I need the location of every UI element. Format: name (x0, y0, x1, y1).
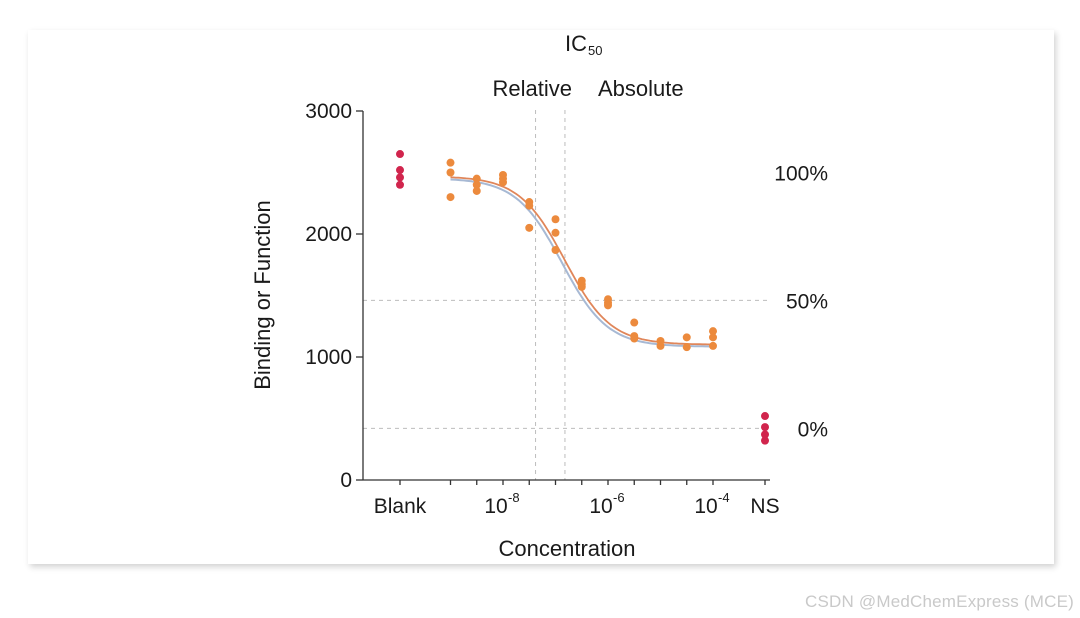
data-point (446, 193, 455, 202)
fit-curve-secondary (450, 178, 713, 348)
x-tick-label: 10 (694, 495, 717, 518)
right-axis-label: 0% (798, 418, 828, 441)
y-tick-label: 1000 (305, 346, 352, 369)
data-point (761, 436, 769, 445)
fit-curve (450, 176, 713, 348)
data-point (630, 318, 639, 327)
y-tick-label: 2000 (305, 223, 352, 246)
data-point (472, 180, 481, 189)
data-point (396, 173, 404, 182)
x-tick-label: 10 (484, 495, 507, 518)
axes (356, 110, 770, 485)
absolute-label: Absolute (598, 76, 684, 101)
right-axis-label: 100% (774, 163, 828, 186)
data-point (472, 186, 481, 195)
data-point (761, 423, 769, 432)
data-point (709, 333, 717, 342)
y-axis-title: Binding or Function (250, 200, 275, 390)
relative-label: Relative (493, 76, 572, 101)
chart-title: IC (565, 31, 587, 56)
data-point (472, 174, 481, 183)
data-point (525, 201, 534, 210)
x-tick-label-ns: NS (750, 495, 779, 518)
data-point (551, 215, 560, 224)
data-point (709, 327, 717, 336)
x-axis-title: Concentration (499, 536, 636, 561)
data-point (446, 168, 455, 177)
chart-title-subscript: 50 (588, 43, 602, 58)
data-point (761, 412, 769, 421)
data-point (446, 158, 455, 167)
x-tick-label-blank: Blank (374, 495, 427, 518)
data-points (396, 150, 769, 445)
x-tick-label-exponent: -6 (613, 490, 625, 505)
y-tick-label: 3000 (305, 100, 352, 123)
right-axis-label: 50% (786, 290, 828, 313)
data-point (396, 180, 404, 189)
fit-curve-primary (450, 176, 713, 346)
data-point (525, 223, 534, 232)
data-point (682, 343, 691, 352)
data-point (761, 430, 769, 439)
reference-lines (363, 110, 770, 480)
data-point (551, 228, 560, 237)
data-point (551, 245, 560, 254)
data-point (577, 282, 586, 291)
x-tick-label: 10 (589, 495, 612, 518)
data-point (682, 333, 691, 342)
data-point (656, 341, 665, 350)
data-point (499, 178, 507, 187)
x-tick-label-exponent: -4 (718, 490, 730, 505)
chart-card: 0 1000 2000 3000 Blank 10 -8 10 -6 10 -4 NS 100% 50% 0… (28, 30, 1054, 564)
data-point (604, 301, 612, 310)
data-point (630, 334, 639, 343)
y-tick-label: 0 (340, 469, 352, 492)
data-point (396, 166, 404, 175)
watermark: CSDN @MedChemExpress (MCE) (805, 592, 1074, 611)
data-point (396, 150, 404, 159)
data-point (709, 341, 717, 350)
x-tick-label-exponent: -8 (508, 490, 520, 505)
